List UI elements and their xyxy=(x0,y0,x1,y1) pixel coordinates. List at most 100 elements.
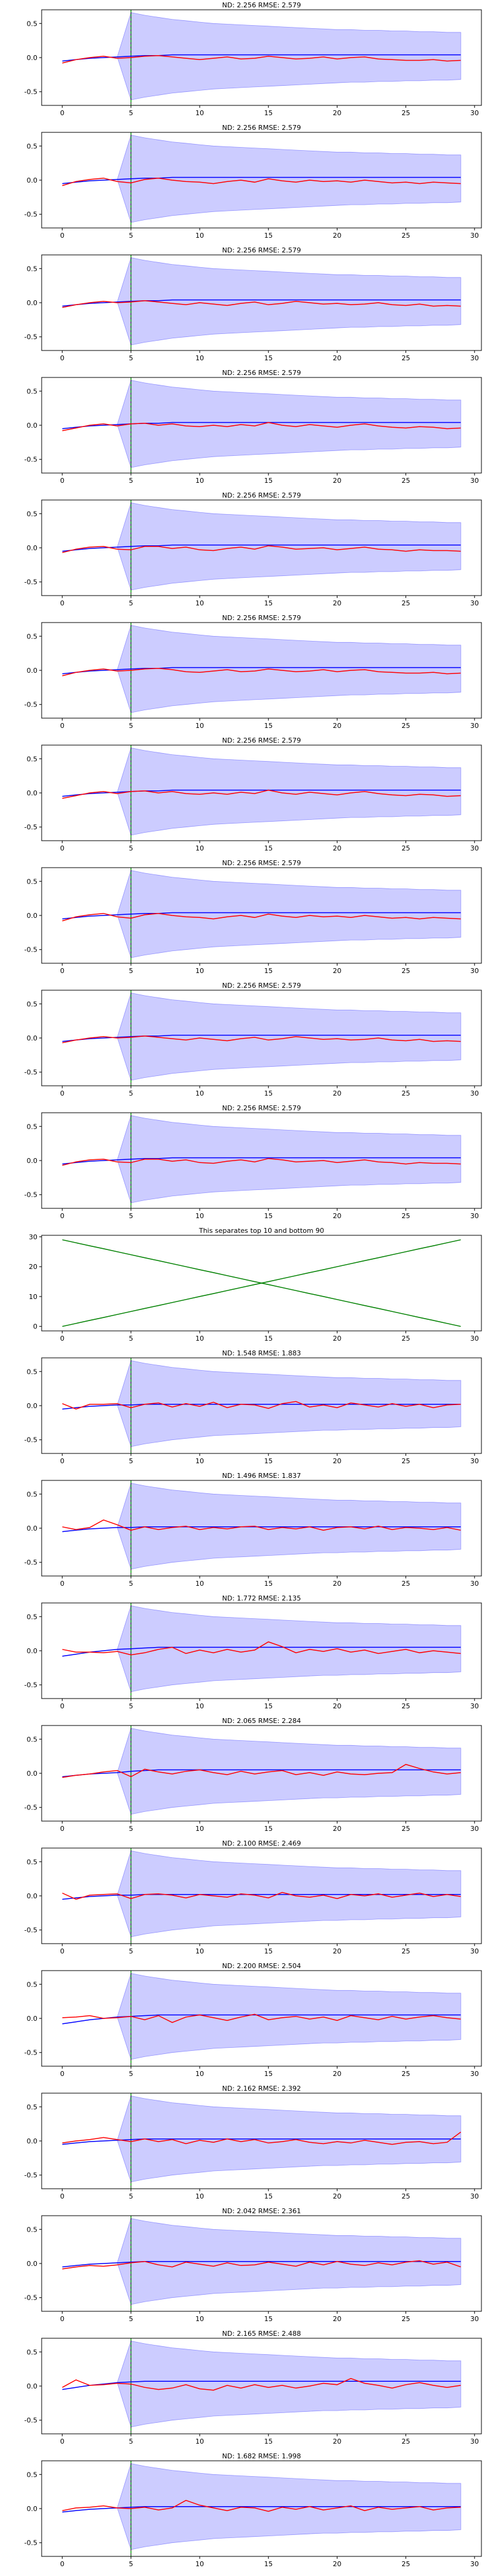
x-tick-label: 0 xyxy=(60,1825,64,1833)
y-tick-label: 0.0 xyxy=(27,1770,38,1778)
y-tick-label: 30 xyxy=(29,1233,37,1241)
uncertainty-band xyxy=(62,1605,461,1692)
y-tick-label: 0.5 xyxy=(27,387,38,395)
x-tick-label: 30 xyxy=(470,844,479,852)
x-tick-label: 30 xyxy=(470,2192,479,2200)
y-tick-label: 0.0 xyxy=(27,912,38,920)
x-tick-label: 5 xyxy=(129,722,133,730)
subplot-title: ND: 1.772 RMSE: 2.135 xyxy=(222,1594,301,1602)
series-line-2 xyxy=(62,912,461,922)
y-tick-label: -0.5 xyxy=(24,88,37,96)
x-tick-label: 15 xyxy=(264,2192,273,2200)
x-tick-label: 30 xyxy=(470,1947,479,1955)
x-tick-label: 10 xyxy=(195,232,204,240)
x-tick-label: 15 xyxy=(264,1457,273,1465)
y-tick-label: 0.0 xyxy=(27,1157,38,1165)
x-tick-label: 25 xyxy=(402,1335,410,1343)
x-tick-label: 15 xyxy=(264,2438,273,2445)
subplot-title: This separates top 10 and bottom 90 xyxy=(198,1227,324,1235)
x-tick-label: 30 xyxy=(470,1089,479,1097)
x-tick-label: 20 xyxy=(333,599,341,607)
x-tick-label: 25 xyxy=(402,477,410,485)
x-tick-label: 20 xyxy=(333,1089,341,1097)
x-tick-label: 10 xyxy=(195,1335,204,1343)
y-tick-label: 0.5 xyxy=(27,1735,38,1743)
x-tick-label: 5 xyxy=(129,844,133,852)
subplot-11: This separates top 10 and bottom 90 0 5 10 1… xyxy=(29,1227,482,1343)
series-line-1 xyxy=(62,2381,461,2390)
y-tick-label: 0.5 xyxy=(27,1000,38,1008)
series-line-1 xyxy=(62,544,461,552)
y-tick-label: -0.5 xyxy=(24,1804,37,1812)
series-line-2 xyxy=(62,2377,461,2391)
y-tick-label: 0.0 xyxy=(27,1402,38,1410)
y-tick-label: -0.5 xyxy=(24,333,37,341)
y-tick-label: 0.0 xyxy=(27,2382,38,2390)
x-tick-label: 0 xyxy=(60,354,64,362)
x-tick-label: 30 xyxy=(470,722,479,730)
x-tick-label: 20 xyxy=(333,1825,341,1833)
subplot-1: ND: 2.256 RMSE: 2.579 0 5 10 15 20 25 30 -0.5 0.0… xyxy=(24,1,482,117)
y-tick-label: 0.5 xyxy=(27,142,38,150)
x-tick-label: 10 xyxy=(195,2560,204,2568)
x-tick-label: 10 xyxy=(195,477,204,485)
y-tick-label: 0.0 xyxy=(27,2015,38,2023)
series-line-2 xyxy=(62,1892,461,1900)
x-tick-label: 20 xyxy=(333,109,341,117)
x-tick-label: 20 xyxy=(333,2192,341,2200)
y-tick-label: -0.5 xyxy=(24,2539,37,2547)
x-tick-label: 0 xyxy=(60,722,64,730)
series-line-1 xyxy=(62,1034,461,1042)
x-tick-label: 30 xyxy=(470,1457,479,1465)
x-tick-label: 10 xyxy=(195,1580,204,1588)
y-tick-label: 0.5 xyxy=(27,1368,38,1376)
subplot-title: ND: 2.042 RMSE: 2.361 xyxy=(222,2207,301,2215)
y-tick-label: 0.5 xyxy=(27,2103,38,2111)
subplot-title: ND: 2.256 RMSE: 2.579 xyxy=(222,124,301,132)
x-tick-label: 5 xyxy=(129,1702,133,1710)
subplot-title: ND: 1.548 RMSE: 1.883 xyxy=(222,1349,301,1357)
x-tick-label: 25 xyxy=(402,1212,410,1220)
x-tick-label: 25 xyxy=(402,1089,410,1097)
x-tick-label: 10 xyxy=(195,1702,204,1710)
series-line-1 xyxy=(62,667,461,675)
y-tick-label: 0.5 xyxy=(27,1980,38,1988)
subplot-title: ND: 2.200 RMSE: 2.504 xyxy=(222,1962,301,1970)
subplot-3: ND: 2.256 RMSE: 2.579 0 5 10 15 20 25 30 -0.5 0.0… xyxy=(24,246,482,362)
x-tick-label: 25 xyxy=(402,2315,410,2323)
x-tick-label: 25 xyxy=(402,354,410,362)
subplot-8: ND: 2.256 RMSE: 2.579 0 5 10 15 20 25 30 -0.5 0.0… xyxy=(24,859,482,975)
y-tick-label: 0.5 xyxy=(27,20,38,28)
subplot-title: ND: 2.256 RMSE: 2.579 xyxy=(222,859,301,867)
y-tick-label: -0.5 xyxy=(24,1436,37,1444)
x-tick-label: 15 xyxy=(264,844,273,852)
x-tick-label: 0 xyxy=(60,477,64,485)
x-tick-label: 5 xyxy=(129,2438,133,2445)
uncertainty-band xyxy=(62,1483,461,1570)
series-line-2 xyxy=(62,2013,461,2023)
x-tick-label: 15 xyxy=(264,1702,273,1710)
series-line-2 xyxy=(62,2260,461,2270)
subplot-21: ND: 1.682 RMSE: 1.998 0 5 10 15 20 25 30 -0.5 0.0… xyxy=(24,2452,482,2568)
x-tick-label: 25 xyxy=(402,1580,410,1588)
x-tick-label: 20 xyxy=(333,1335,341,1343)
x-tick-label: 20 xyxy=(333,2315,341,2323)
uncertainty-band xyxy=(62,870,461,958)
series-line-1 xyxy=(62,2260,461,2268)
uncertainty-band xyxy=(62,502,461,591)
y-tick-label: 0.0 xyxy=(27,422,38,430)
subplot-title: ND: 2.065 RMSE: 2.284 xyxy=(222,1717,301,1725)
series-line-2 xyxy=(62,545,461,553)
x-tick-label: 30 xyxy=(470,354,479,362)
x-tick-label: 30 xyxy=(470,599,479,607)
series-line-2 xyxy=(62,1641,461,1656)
x-tick-label: 30 xyxy=(470,477,479,485)
x-tick-label: 15 xyxy=(264,722,273,730)
series-line-1 xyxy=(62,2138,461,2145)
x-tick-label: 10 xyxy=(195,599,204,607)
uncertainty-band xyxy=(62,257,461,346)
subplot-5: ND: 2.256 RMSE: 2.579 0 5 10 15 20 25 30 -0.5 0.0… xyxy=(24,491,482,607)
uncertainty-band xyxy=(62,1973,461,2060)
x-tick-label: 0 xyxy=(60,2192,64,2200)
